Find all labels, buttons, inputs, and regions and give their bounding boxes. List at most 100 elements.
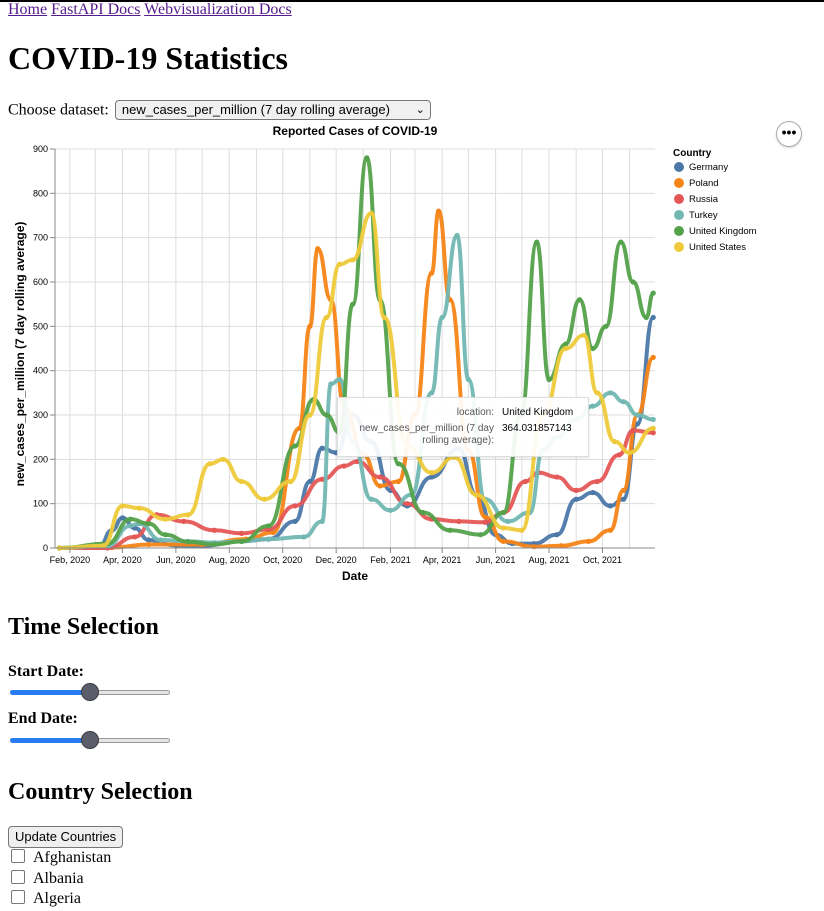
slider-fill bbox=[10, 690, 90, 695]
y-tick-label: 500 bbox=[33, 321, 48, 331]
y-tick-label: 600 bbox=[33, 277, 48, 287]
start-date-label: Start Date: bbox=[8, 663, 84, 680]
data-point bbox=[465, 376, 472, 383]
tooltip-location-value: United Kingdom bbox=[502, 407, 574, 418]
nav-link-home[interactable]: Home bbox=[8, 1, 48, 18]
y-tick-label: 400 bbox=[33, 366, 48, 376]
data-point bbox=[146, 521, 152, 527]
country-checkbox[interactable] bbox=[11, 869, 25, 884]
data-point bbox=[350, 301, 356, 307]
data-point bbox=[643, 314, 649, 321]
data-point bbox=[612, 439, 618, 445]
country-item: Albania bbox=[11, 869, 111, 890]
legend-swatch bbox=[674, 194, 684, 204]
data-point bbox=[127, 516, 133, 522]
dataset-label: Choose dataset: bbox=[8, 101, 109, 119]
data-point bbox=[328, 381, 334, 387]
data-point bbox=[594, 478, 600, 485]
data-point bbox=[301, 534, 307, 540]
data-point bbox=[307, 323, 313, 329]
data-point bbox=[307, 412, 313, 418]
update-countries-button[interactable]: Update Countries bbox=[8, 826, 124, 848]
nav-link-fastapi-docs[interactable]: FastAPI Docs bbox=[51, 1, 141, 18]
country-checkbox[interactable] bbox=[11, 849, 25, 863]
x-tick-label: Feb, 2020 bbox=[50, 555, 91, 565]
data-point bbox=[395, 478, 401, 485]
legend-swatch bbox=[674, 226, 684, 236]
data-point bbox=[573, 487, 579, 493]
legend-swatch bbox=[674, 162, 684, 172]
data-point bbox=[185, 512, 191, 518]
slider-thumb[interactable] bbox=[81, 683, 99, 701]
data-point bbox=[377, 474, 383, 480]
data-point bbox=[650, 354, 656, 360]
data-point bbox=[162, 516, 168, 522]
start-date-slider[interactable] bbox=[8, 682, 172, 702]
data-point bbox=[315, 246, 321, 252]
data-point bbox=[522, 478, 528, 485]
data-point bbox=[420, 509, 426, 516]
data-point bbox=[634, 421, 641, 427]
data-point bbox=[500, 538, 507, 544]
data-point bbox=[590, 403, 596, 409]
data-point bbox=[350, 257, 356, 263]
data-point bbox=[266, 523, 272, 529]
data-point bbox=[220, 456, 226, 462]
x-tick-label: Dec, 2020 bbox=[316, 555, 357, 565]
chart-title: Reported Cases of COVID-19 bbox=[273, 124, 438, 138]
y-tick-label: 700 bbox=[33, 233, 48, 243]
legend-label: Germany bbox=[689, 162, 728, 173]
data-point bbox=[478, 532, 484, 538]
data-point bbox=[534, 239, 540, 245]
chart-actions-button[interactable]: ••• bbox=[776, 121, 802, 147]
data-point bbox=[505, 518, 511, 524]
data-point bbox=[563, 341, 569, 347]
data-point bbox=[364, 155, 370, 161]
data-point bbox=[207, 461, 213, 467]
data-point bbox=[158, 537, 164, 543]
data-point bbox=[429, 470, 435, 476]
nav-link-webvisualization-docs[interactable]: Webvisualization Docs bbox=[144, 1, 292, 18]
data-point bbox=[590, 489, 596, 496]
data-point bbox=[238, 478, 245, 485]
x-tick-label: Apr, 2020 bbox=[103, 555, 142, 565]
x-axis-title: Date bbox=[342, 569, 368, 583]
y-axis-title: new_cases_per_million (7 day rolling ave… bbox=[13, 222, 27, 487]
data-point bbox=[590, 345, 596, 352]
legend-swatch bbox=[674, 242, 684, 252]
data-point bbox=[554, 474, 560, 480]
data-point bbox=[429, 270, 435, 276]
legend-swatch bbox=[674, 178, 684, 188]
covid-line-chart: 0 100 200 300 400 500 600 700 800 900 Feb, 2020 Apr… bbox=[13, 124, 757, 583]
chart-series-layer bbox=[56, 155, 656, 551]
x-tick-label: Aug, 2020 bbox=[209, 555, 250, 565]
y-tick-label: 800 bbox=[33, 188, 48, 198]
country-checkbox[interactable] bbox=[11, 890, 25, 904]
data-point bbox=[211, 541, 218, 548]
x-tick-label: Aug, 2021 bbox=[528, 555, 569, 565]
country-label: Algeria bbox=[33, 890, 81, 907]
y-tick-label: 100 bbox=[33, 499, 48, 509]
chevron-down-icon: ⌄ bbox=[415, 104, 425, 117]
legend-label: United States bbox=[689, 242, 746, 253]
data-point bbox=[620, 496, 627, 502]
country-item: Afghanistan bbox=[11, 848, 111, 869]
data-point bbox=[439, 314, 445, 321]
dataset-select[interactable]: new_cases_per_million (7 day rolling ave… bbox=[114, 100, 431, 121]
country-item: Algeria bbox=[11, 889, 111, 910]
slider-thumb[interactable] bbox=[81, 731, 99, 749]
data-point bbox=[146, 541, 152, 548]
data-point bbox=[368, 496, 374, 502]
chart-tooltip: location: United Kingdom new_cases_per_m… bbox=[337, 397, 589, 457]
time-selection-heading: Time Selection bbox=[8, 614, 159, 640]
data-point bbox=[181, 518, 187, 524]
legend-label: Turkey bbox=[689, 210, 718, 221]
chart-container: 0 100 200 300 400 500 600 700 800 900 Feb, 2020 Apr… bbox=[0, 118, 824, 588]
end-date-slider[interactable] bbox=[8, 730, 172, 750]
legend-label: United Kingdom bbox=[689, 226, 757, 237]
data-point bbox=[296, 425, 302, 431]
data-point bbox=[500, 525, 507, 531]
data-point bbox=[620, 399, 627, 405]
x-tick-label: Apr, 2021 bbox=[423, 555, 462, 565]
dataset-row: Choose dataset: new_cases_per_million (7… bbox=[8, 99, 431, 121]
